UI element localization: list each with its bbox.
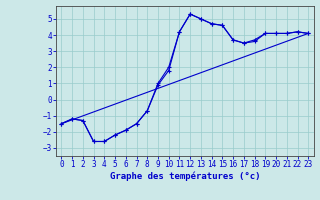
X-axis label: Graphe des températures (°c): Graphe des températures (°c) bbox=[109, 172, 260, 181]
